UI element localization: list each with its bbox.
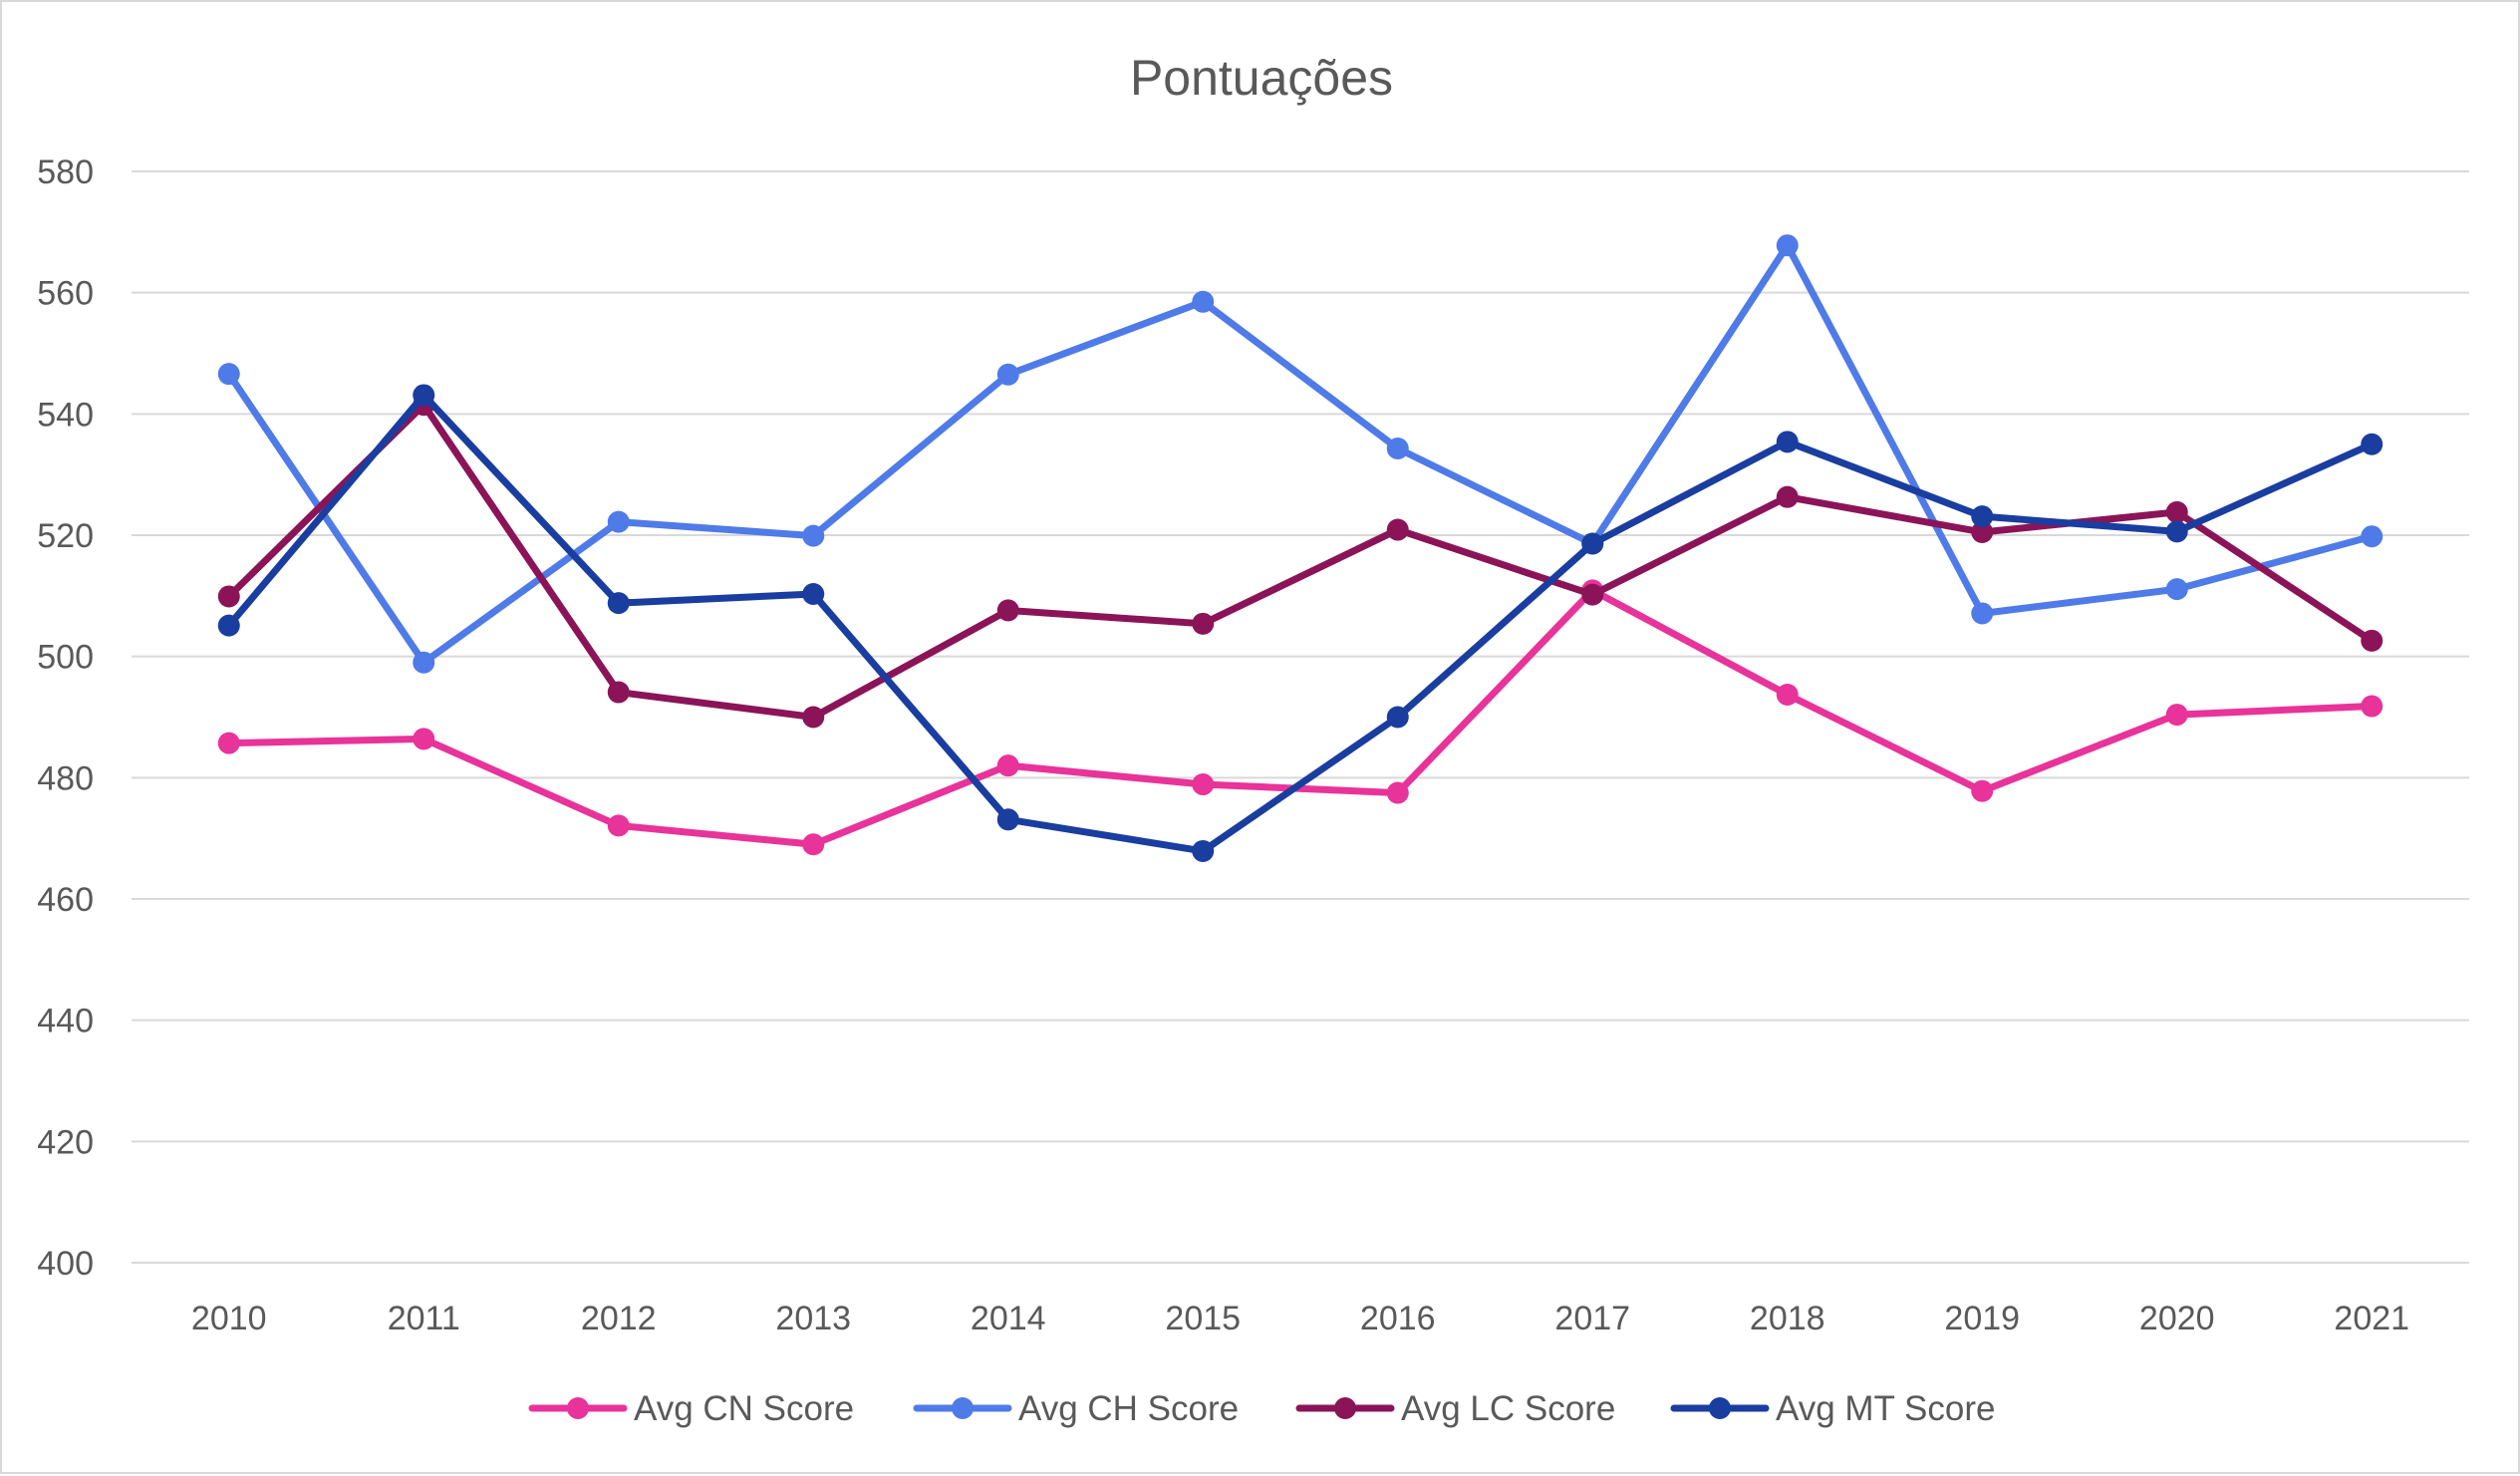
data-point <box>2165 500 2188 523</box>
chart-title: Pontuações <box>1130 50 1393 106</box>
x-tick-label: 2013 <box>775 1300 851 1337</box>
x-tick-label: 2015 <box>1165 1300 1241 1337</box>
data-point <box>1192 839 1215 862</box>
data-point <box>217 614 240 637</box>
y-tick-label: 540 <box>37 396 94 434</box>
series-line <box>225 391 2376 855</box>
data-point <box>413 728 435 750</box>
legend-item: Avg MT Score <box>1670 1389 1995 1428</box>
data-point <box>413 651 435 674</box>
data-point <box>802 706 825 729</box>
data-point <box>1776 683 1799 706</box>
data-point <box>217 585 240 608</box>
data-point <box>802 524 825 547</box>
series-0 <box>217 579 2383 856</box>
legend-swatch-marker <box>1709 1397 1731 1419</box>
legend-item: Avg CN Score <box>528 1389 854 1428</box>
legend-label: Avg CH Score <box>1018 1389 1239 1428</box>
data-point <box>1971 779 1994 802</box>
x-tick-label: 2021 <box>2334 1300 2409 1337</box>
y-tick-label: 440 <box>37 1003 94 1040</box>
series-1 <box>217 234 2383 674</box>
data-point <box>2361 525 2383 548</box>
x-tick-label: 2019 <box>1944 1300 2020 1337</box>
x-axis-ticks: 2010 2011 2012 2013 2014 2015 2016 2017 2018 2019… <box>191 1300 2409 1337</box>
x-tick-label: 2014 <box>971 1300 1046 1337</box>
data-point <box>607 814 630 837</box>
legend-item: Avg CH Score <box>913 1389 1239 1428</box>
data-point <box>996 808 1019 831</box>
data-point <box>1581 532 1604 555</box>
data-point <box>996 754 1019 777</box>
y-tick-label: 580 <box>37 153 94 191</box>
series-line <box>225 401 2376 721</box>
data-point <box>1971 602 1994 625</box>
gridlines <box>132 170 2469 1264</box>
data-point <box>607 510 630 533</box>
x-tick-label: 2020 <box>2139 1300 2215 1337</box>
y-tick-label: 460 <box>37 881 94 919</box>
data-point <box>2165 704 2188 727</box>
data-point <box>802 583 825 606</box>
y-axis-ticks: 400 420 440 460 480 500 520 540 560 580 <box>37 153 94 1283</box>
legend-label: Avg MT Score <box>1776 1389 1995 1428</box>
data-point <box>217 363 240 386</box>
legend-label: Avg LC Score <box>1401 1389 1615 1428</box>
data-point <box>2361 695 2383 718</box>
legend-swatch-marker <box>567 1397 589 1419</box>
series-lines <box>217 234 2383 862</box>
data-point <box>1386 518 1409 541</box>
y-tick-label: 500 <box>37 639 94 677</box>
data-point <box>1192 612 1215 635</box>
series-2 <box>217 394 2383 729</box>
data-point <box>1192 773 1215 796</box>
data-point <box>2361 629 2383 652</box>
data-point <box>1386 706 1409 729</box>
data-point <box>607 592 630 615</box>
y-tick-label: 480 <box>37 759 94 797</box>
data-point <box>802 833 825 856</box>
data-point <box>1776 431 1799 453</box>
x-tick-label: 2010 <box>191 1300 267 1337</box>
data-point <box>2165 578 2188 601</box>
data-point <box>1581 583 1604 606</box>
data-point <box>2361 433 2383 455</box>
y-tick-label: 420 <box>37 1123 94 1161</box>
series-line <box>225 241 2376 667</box>
legend: Avg CN Score Avg CH Score Avg LC Score Avg … <box>528 1389 1995 1428</box>
legend-swatch-marker <box>1334 1397 1356 1419</box>
data-point <box>1776 234 1799 257</box>
data-point <box>413 384 435 407</box>
x-tick-label: 2011 <box>388 1300 460 1337</box>
x-tick-label: 2017 <box>1554 1300 1630 1337</box>
data-point <box>1386 438 1409 460</box>
x-tick-label: 2012 <box>581 1300 657 1337</box>
series-line <box>225 586 2376 848</box>
data-point <box>1971 505 1994 528</box>
data-point <box>1192 290 1215 313</box>
legend-swatch-marker <box>952 1397 974 1419</box>
y-tick-label: 560 <box>37 275 94 313</box>
data-point <box>1776 485 1799 508</box>
data-point <box>2165 520 2188 543</box>
y-tick-label: 400 <box>37 1245 94 1283</box>
data-point <box>996 599 1019 622</box>
data-point <box>1971 520 1994 543</box>
x-tick-label: 2016 <box>1360 1300 1436 1337</box>
x-tick-label: 2018 <box>1750 1300 1825 1337</box>
data-point <box>217 732 240 754</box>
series-3 <box>217 384 2383 862</box>
data-point <box>1386 781 1409 804</box>
data-point <box>996 363 1019 386</box>
data-point <box>607 681 630 704</box>
legend-item: Avg LC Score <box>1295 1389 1615 1428</box>
legend-label: Avg CN Score <box>634 1389 854 1428</box>
y-tick-label: 520 <box>37 517 94 555</box>
